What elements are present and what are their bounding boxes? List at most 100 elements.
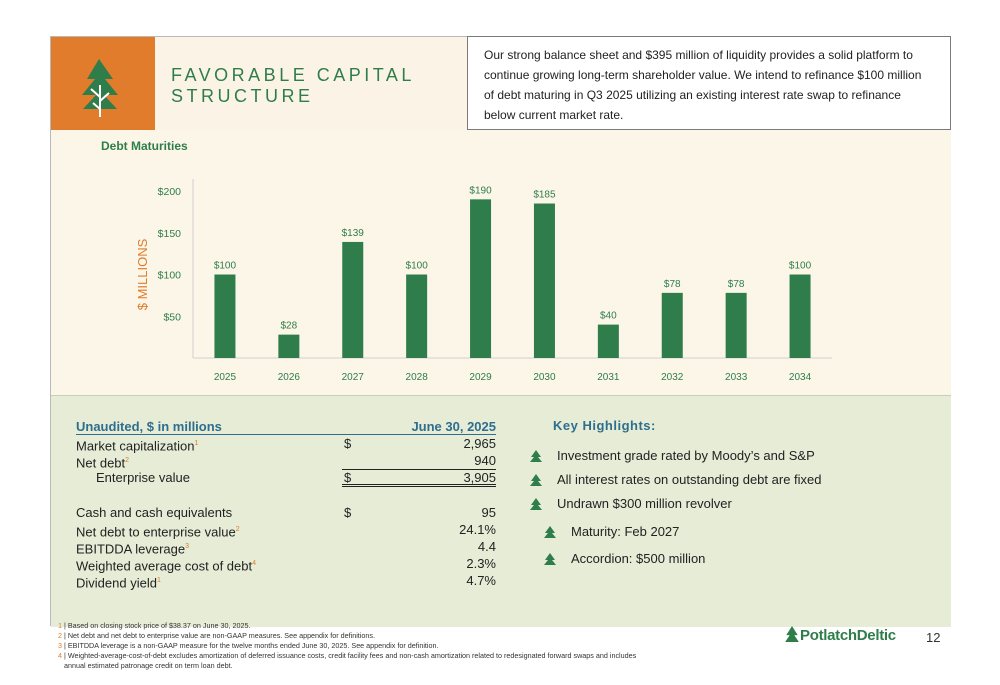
data-label: $78 [664, 279, 681, 290]
footnote: 1 | Based on closing stock price of $38.… [58, 621, 251, 630]
row-value: 95 [481, 505, 496, 520]
dollar-sign: $ [344, 505, 352, 520]
table-row: Net debt to enterprise value2 24.1% [76, 521, 496, 540]
x-tick-label: 2033 [725, 372, 748, 383]
brand-name: PotlatchDeltic [800, 627, 896, 644]
footnote: 2 | Net debt and net debt to enterprise … [58, 631, 375, 640]
bar-2033 [725, 292, 747, 358]
total-double-rule [342, 484, 496, 487]
table-row: Dividend yield1 4.7% [76, 572, 496, 591]
data-label: $100 [789, 261, 812, 272]
highlight-text: Accordion: $500 million [571, 551, 706, 566]
page-number: 12 [926, 630, 941, 645]
x-tick-label: 2025 [214, 372, 237, 383]
row-label: Net debt to enterprise value2 [76, 524, 240, 540]
x-tick-label: 2027 [342, 372, 365, 383]
bar-2029 [470, 199, 492, 358]
table-header: Unaudited, $ in millions June 30, 2025 [76, 418, 496, 435]
x-tick-label: 2031 [597, 372, 620, 383]
row-value: 3,905 [463, 470, 496, 485]
list-item: Investment grade rated by Moody’s and S&… [529, 448, 822, 472]
table-header-label: Unaudited, $ in millions [76, 419, 222, 434]
footnotes: 1 | Based on closing stock price of $38.… [58, 621, 758, 671]
y-tick-label: $50 [163, 311, 181, 323]
bottom-panel: Unaudited, $ in millions June 30, 2025 M… [51, 395, 951, 627]
bar-2030 [533, 203, 555, 358]
x-tick-label: 2029 [469, 372, 492, 383]
x-tick-label: 2032 [661, 372, 684, 383]
row-value: 940 [474, 453, 496, 468]
table-row: EBITDDA leverage3 4.4 [76, 538, 496, 557]
section-title: FAVORABLE CAPITAL STRUCTURE [171, 65, 415, 106]
data-label: $40 [600, 311, 617, 322]
brand-tree-icon [785, 626, 799, 642]
chart-area: Debt Maturities $50 $100 $150 $200 $ MILLION… [51, 130, 951, 395]
table-row-enterprise-value: Enterprise value $ 3,905 [76, 469, 496, 487]
capital-table: Unaudited, $ in millions June 30, 2025 M… [76, 418, 496, 591]
row-value: 4.4 [477, 539, 496, 554]
sum-rule [342, 469, 496, 470]
data-label: $139 [342, 228, 365, 239]
x-tick-label: 2028 [406, 372, 429, 383]
highlight-text: Maturity: Feb 2027 [571, 524, 680, 539]
tree-bullet-icon [544, 526, 556, 538]
list-subitem: Accordion: $500 million [529, 551, 822, 578]
list-item: Undrawn $300 million revolver [529, 496, 822, 520]
data-label: $185 [533, 190, 556, 201]
row-label: Market capitalization1 [76, 438, 199, 454]
y-tick-label: $100 [158, 270, 182, 282]
footnote: 3 | EBITDDA leverage is a non-GAAP measu… [58, 641, 439, 650]
footnote: annual estimated patronage credit on ter… [64, 661, 233, 670]
x-tick-label: 2030 [533, 372, 556, 383]
chart-title: Debt Maturities [101, 139, 188, 153]
title-bar: FAVORABLE CAPITAL STRUCTURE Our strong b… [51, 36, 951, 130]
tree-bullet-icon [530, 450, 542, 462]
row-value: 24.1% [459, 522, 496, 537]
row-label: Net debt2 [76, 455, 130, 471]
row-label: Cash and cash equivalents [76, 505, 233, 520]
highlight-text: Investment grade rated by Moody’s and S&… [557, 448, 815, 463]
table-row: Cash and cash equivalents $ 95 [76, 504, 496, 521]
debt-maturities-chart: $50 $100 $150 $200 $ MILLIONS $100 2025 $28 2026… [135, 179, 832, 383]
table-row: Weighted average cost of debt4 2.3% [76, 555, 496, 574]
row-label: EBITDDA leverage3 [76, 541, 190, 557]
logo-tile [51, 37, 155, 130]
row-value: 2,965 [463, 436, 496, 451]
brand-logo: PotlatchDeltic [784, 626, 896, 644]
highlight-text: All interest rates on outstanding debt a… [557, 472, 822, 487]
key-highlights-list: Investment grade rated by Moody’s and S&… [529, 448, 822, 574]
row-label: Dividend yield1 [76, 575, 161, 591]
dollar-sign: $ [344, 470, 352, 485]
data-label: $78 [728, 279, 745, 290]
y-tick-label: $200 [158, 186, 182, 198]
key-highlights-title: Key Highlights: [553, 418, 656, 433]
table-row: Net debt2 940 [76, 452, 496, 471]
table-row: Market capitalization1 $ 2,965 [76, 435, 496, 454]
bar-2034 [789, 274, 811, 358]
row-value: 2.3% [466, 556, 496, 571]
slide-frame: FAVORABLE CAPITAL STRUCTURE Our strong b… [50, 36, 951, 627]
footnote: 4 | Weighted-average-cost-of-debt exclud… [58, 651, 637, 660]
intro-text: Our strong balance sheet and $395 millio… [467, 36, 951, 130]
data-label: $190 [469, 185, 492, 196]
bar-2027 [342, 241, 364, 358]
bar-2025 [214, 274, 236, 358]
bar-2032 [661, 292, 683, 358]
tree-bullet-icon [530, 498, 542, 510]
tree-bullet-icon [530, 474, 542, 486]
bar-2026 [278, 334, 300, 358]
row-label: Enterprise value [96, 470, 190, 485]
x-tick-label: 2034 [789, 372, 812, 383]
data-label: $28 [281, 321, 298, 332]
y-axis-title: $ MILLIONS [135, 238, 150, 310]
row-label: Weighted average cost of debt4 [76, 558, 257, 574]
highlight-text: Undrawn $300 million revolver [557, 496, 732, 511]
list-item: All interest rates on outstanding debt a… [529, 472, 822, 496]
y-tick-label: $150 [158, 228, 182, 240]
list-subitem: Maturity: Feb 2027 [529, 524, 822, 551]
bar-2028 [406, 274, 428, 358]
data-label: $100 [406, 261, 429, 272]
data-label: $100 [214, 261, 237, 272]
bar-2031 [597, 324, 619, 358]
x-tick-label: 2026 [278, 372, 301, 383]
